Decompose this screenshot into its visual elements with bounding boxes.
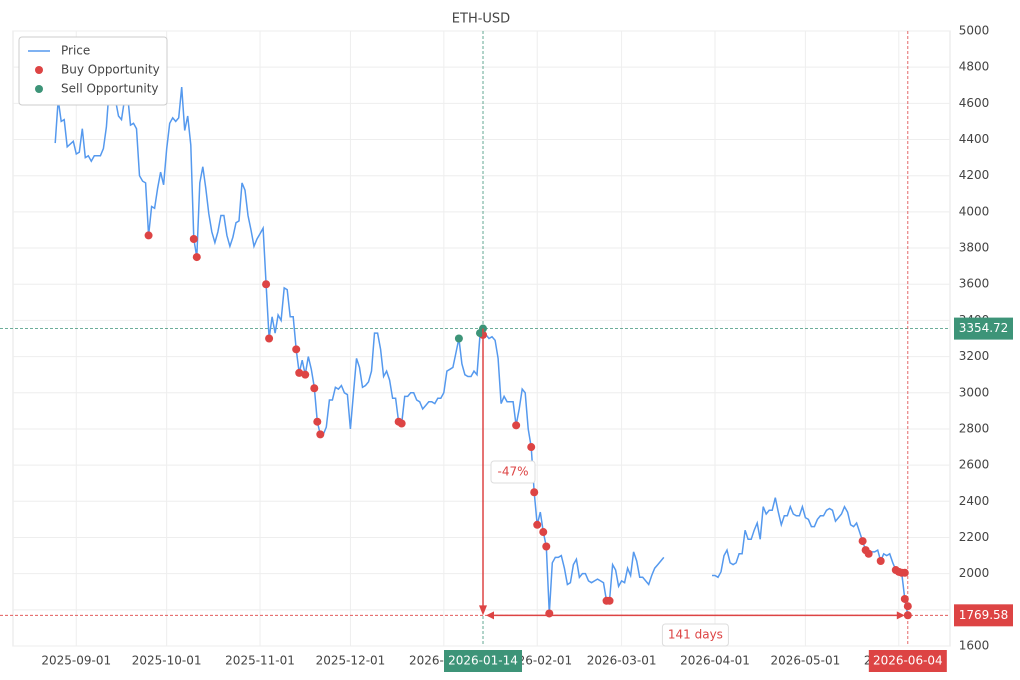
x-tick-label: 2025-11-01 [225, 654, 295, 668]
y-tick-label: 4200 [959, 168, 990, 182]
pct-change-label: -47% [497, 464, 528, 478]
signal-point [310, 384, 319, 393]
legend-label: Price [61, 44, 90, 58]
chart-title: ETH-USD [452, 12, 510, 27]
y-tick-label: 2600 [959, 458, 990, 472]
y-tick-label: 2400 [959, 494, 990, 508]
y-tick-label: 3800 [959, 241, 990, 255]
legend: Price Buy Opportunity Sell Opportunity [18, 36, 168, 106]
signal-point [192, 253, 201, 262]
signal-point [858, 537, 867, 546]
signal-point [900, 594, 909, 603]
duration-label-box [661, 623, 729, 647]
x-tick-label: 2025-09-01 [41, 654, 111, 668]
x-tick-label: 2026-04-01 [680, 654, 750, 668]
legend-box [18, 36, 168, 106]
signal-point [530, 488, 539, 497]
y-tick-label: 4000 [959, 204, 990, 218]
arrow-head [479, 605, 488, 616]
duration-label: 141 days [668, 628, 723, 642]
date-tag [444, 650, 523, 672]
y-tick-label: 3200 [959, 349, 990, 363]
y-tick-label: 2000 [959, 566, 990, 580]
signal-point [864, 549, 873, 558]
signal-point [903, 602, 912, 611]
signal-point [903, 611, 912, 620]
signal-point [292, 345, 301, 354]
price-tag-label: 1769.58 [959, 608, 1009, 622]
date-tag-label: 2026-01-14 [448, 654, 518, 668]
signal-point [454, 334, 463, 343]
legend-swatch [35, 66, 43, 74]
y-tick-label: 2200 [959, 530, 990, 544]
signal-point [144, 231, 153, 240]
signal-point [539, 528, 548, 537]
signal-point [189, 235, 198, 244]
signal-point [545, 609, 554, 618]
y-tick-label: 5000 [959, 24, 990, 38]
x-tick-label: 2026-03-01 [587, 654, 657, 668]
price-tag [954, 604, 1013, 627]
signal-point [301, 370, 310, 379]
signal-point [397, 419, 406, 428]
legend-label: Buy Opportunity [61, 63, 160, 77]
legend-swatch [35, 85, 43, 93]
signal-point [533, 520, 542, 529]
price-tag-label: 3354.72 [959, 321, 1009, 335]
price-line [54, 67, 909, 616]
signal-point [265, 334, 274, 343]
x-tick-label: 2025-12-01 [316, 654, 386, 668]
signal-point [313, 417, 322, 426]
signal-point [262, 280, 271, 289]
pct-change-label-box [490, 460, 536, 484]
signal-point [527, 443, 536, 452]
y-tick-label: 4400 [959, 132, 990, 146]
signal-point [605, 596, 614, 605]
x-tick-label: 2026-05-01 [771, 654, 841, 668]
signal-point [479, 324, 488, 333]
date-tag [868, 650, 947, 672]
arrow-head [486, 611, 495, 620]
signal-point [512, 421, 521, 430]
y-tick-label: 3000 [959, 385, 990, 399]
y-tick-label: 4600 [959, 96, 990, 110]
signal-point [876, 556, 885, 565]
arrow-head [896, 611, 905, 620]
y-tick-label: 2800 [959, 421, 990, 435]
y-tick-label: 3600 [959, 277, 990, 291]
signal-point [542, 542, 551, 551]
signal-point [295, 368, 304, 377]
x-tick-label: 2025-10-01 [132, 654, 202, 668]
y-tick-label: 4800 [959, 60, 990, 74]
legend-label: Sell Opportunity [61, 82, 159, 96]
signal-point [316, 430, 325, 439]
price-tag [954, 317, 1013, 340]
signal-point [900, 568, 909, 577]
y-tick-label: 1600 [959, 639, 990, 653]
date-tag-label: 2026-06-04 [873, 654, 943, 668]
